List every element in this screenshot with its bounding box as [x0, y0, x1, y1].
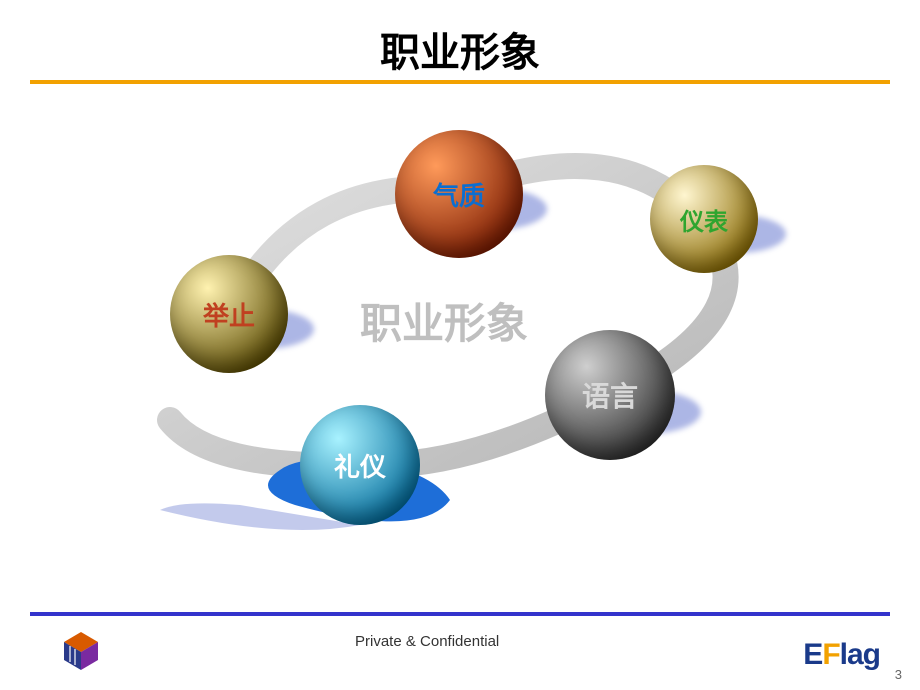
top-divider: [30, 80, 890, 84]
node-yuyan: 语言: [545, 330, 675, 460]
logo-right: EFlag: [803, 638, 880, 672]
footer-text: Private & Confidential: [355, 633, 499, 650]
logo-e: E: [803, 638, 822, 671]
node-yibiao: 仪表: [650, 165, 758, 273]
logo-left-icon: [60, 630, 102, 672]
footer-confidential: Private & Confidential: [355, 633, 499, 650]
slide-title: 职业形象: [0, 20, 920, 78]
node-label-liyi: 礼仪: [334, 447, 386, 484]
logo-rest: lag: [840, 638, 880, 671]
slide-title-text: 职业形象: [380, 31, 540, 75]
page-number: 3: [895, 667, 902, 682]
center-label-text: 职业形象: [360, 300, 528, 347]
logo-f: F: [822, 638, 839, 671]
node-label-juzhi: 举止: [203, 296, 255, 333]
node-qizhi: 气质: [395, 130, 523, 258]
node-juzhi: 举止: [170, 255, 288, 373]
node-label-yibiao: 仪表: [680, 202, 728, 237]
bottom-divider: [30, 612, 890, 616]
node-label-qizhi: 气质: [433, 176, 485, 213]
node-liyi: 礼仪: [300, 405, 420, 525]
diagram-center-label: 职业形象: [360, 290, 528, 351]
node-label-yuyan: 语言: [582, 375, 638, 415]
page-number-text: 3: [895, 667, 902, 682]
